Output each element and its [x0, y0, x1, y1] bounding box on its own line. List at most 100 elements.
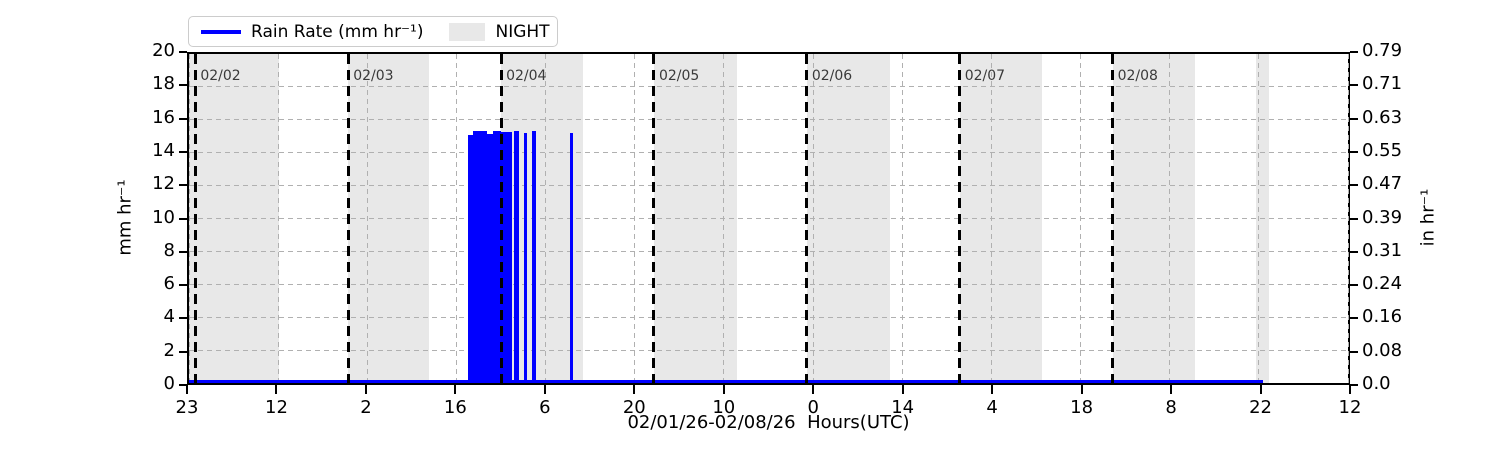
- day-label: 02/02: [200, 68, 241, 84]
- x-tick-mark: [1259, 385, 1262, 394]
- x-tick-label: 20: [622, 397, 646, 418]
- day-boundary-line: [805, 54, 809, 383]
- y-left-tick-mark: [179, 84, 187, 87]
- y-right-tick-label: 0.79: [1362, 40, 1403, 61]
- y-left-tick-label: 6: [163, 273, 175, 295]
- x-tick-mark: [1080, 385, 1083, 394]
- day-label: 02/04: [506, 68, 547, 84]
- y-right-tick-mark: [1350, 384, 1358, 386]
- y-right-tick-label: 0.0: [1362, 373, 1391, 394]
- x-tick-mark: [633, 385, 636, 394]
- horizontal-gridline: [189, 316, 1348, 318]
- legend-night-patch-swatch: [449, 22, 486, 41]
- x-tick-label: 6: [539, 397, 551, 418]
- y-right-tick-mark: [1350, 184, 1358, 187]
- x-tick-mark: [812, 385, 815, 394]
- x-tick-mark: [543, 385, 546, 394]
- y-left-tick-mark: [179, 117, 187, 120]
- rain-rate-bar: [513, 131, 519, 383]
- x-tick-mark: [364, 385, 367, 394]
- x-tick-label: 16: [443, 397, 467, 418]
- y-left-tick-mark: [179, 184, 187, 187]
- x-tick-mark: [901, 385, 904, 394]
- y-right-tick-mark: [1350, 150, 1358, 153]
- x-tick-mark: [1170, 385, 1173, 394]
- day-label: 02/06: [811, 68, 853, 84]
- rain-rate-bar: [468, 134, 474, 383]
- horizontal-gridline: [189, 152, 1348, 154]
- y-left-tick-mark: [179, 250, 187, 253]
- x-tick-label: 23: [175, 397, 199, 418]
- y-axis-label-right: in hr⁻¹: [1417, 188, 1439, 247]
- rain-rate-bar: [500, 132, 512, 383]
- y-right-tick-mark: [1350, 51, 1358, 53]
- y-left-tick-label: 10: [152, 206, 175, 228]
- y-right-tick-mark: [1350, 250, 1358, 253]
- y-right-tick-label: 0.31: [1362, 239, 1403, 261]
- rain-rate-baseline: [189, 380, 1264, 383]
- legend-night-label: NIGHT: [495, 21, 550, 42]
- y-left-tick-mark: [179, 51, 187, 53]
- x-tick-mark: [186, 385, 188, 394]
- y-left-tick-mark: [179, 150, 187, 153]
- x-tick-label: 14: [891, 397, 915, 418]
- y-right-tick-label: 0.08: [1362, 339, 1403, 361]
- x-tick-label: 12: [265, 397, 288, 418]
- y-left-tick-mark: [179, 350, 187, 353]
- y-right-tick-mark: [1350, 284, 1358, 287]
- horizontal-gridline: [189, 119, 1348, 121]
- x-tick-label: 12: [1338, 397, 1362, 418]
- y-left-tick-mark: [179, 317, 187, 320]
- day-label: 02/07: [964, 68, 1006, 84]
- y-right-tick-mark: [1350, 117, 1358, 120]
- rain-rate-bar: [569, 132, 573, 383]
- y-left-tick-label: 0: [163, 373, 175, 394]
- day-boundary-line: [193, 54, 197, 383]
- y-right-tick-label: 0.55: [1362, 139, 1403, 161]
- horizontal-gridline: [189, 349, 1348, 351]
- rain-rate-bar: [486, 133, 493, 383]
- x-tick-label: 22: [1249, 397, 1272, 418]
- y-right-tick-mark: [1350, 217, 1358, 220]
- y-right-tick-mark: [1350, 350, 1358, 353]
- y-left-tick-label: 12: [152, 173, 175, 195]
- x-tick-label: 0: [807, 397, 819, 418]
- horizontal-gridline: [189, 218, 1348, 219]
- y-right-tick-label: 0.71: [1362, 73, 1403, 95]
- day-boundary-line: [499, 54, 503, 383]
- y-right-tick-label: 0.16: [1362, 306, 1403, 328]
- x-tick-mark: [454, 385, 457, 394]
- y-right-tick-label: 0.39: [1362, 206, 1403, 228]
- day-label: 02/08: [1117, 68, 1158, 84]
- legend-rain-label: Rain Rate (mm hr⁻¹): [251, 21, 424, 42]
- rain-rate-bar: [473, 131, 488, 383]
- y-left-tick-mark: [179, 217, 187, 220]
- legend-rain-line-swatch: [201, 29, 241, 34]
- y-left-tick-label: 4: [163, 306, 175, 328]
- horizontal-gridline: [189, 86, 1348, 88]
- x-tick-label: 8: [1165, 397, 1177, 418]
- y-right-tick-label: 0.47: [1362, 173, 1403, 195]
- x-tick-mark: [1349, 385, 1351, 394]
- legend: Rain Rate (mm hr⁻¹) NIGHT: [188, 16, 558, 47]
- y-left-tick-mark: [179, 384, 187, 386]
- x-tick-mark: [722, 385, 725, 394]
- y-right-tick-mark: [1350, 84, 1358, 87]
- day-boundary-line: [958, 54, 962, 383]
- day-label: 02/03: [353, 68, 394, 84]
- day-boundary-line: [652, 54, 656, 383]
- x-tick-label: 2: [360, 397, 372, 418]
- x-axis-label: 02/01/26-02/08/26 Hours(UTC): [627, 412, 910, 433]
- x-tick-mark: [275, 385, 278, 394]
- y-left-tick-label: 18: [152, 73, 175, 95]
- day-label: 02/05: [658, 68, 700, 84]
- rain-rate-bar: [523, 132, 527, 383]
- y-right-tick-label: 0.63: [1362, 106, 1403, 128]
- x-tick-label: 10: [712, 397, 736, 418]
- y-left-tick-mark: [179, 284, 187, 287]
- y-left-tick-label: 16: [152, 106, 175, 128]
- day-boundary-line: [346, 54, 350, 383]
- y-left-tick-label: 8: [163, 239, 175, 261]
- day-boundary-line: [1111, 54, 1115, 383]
